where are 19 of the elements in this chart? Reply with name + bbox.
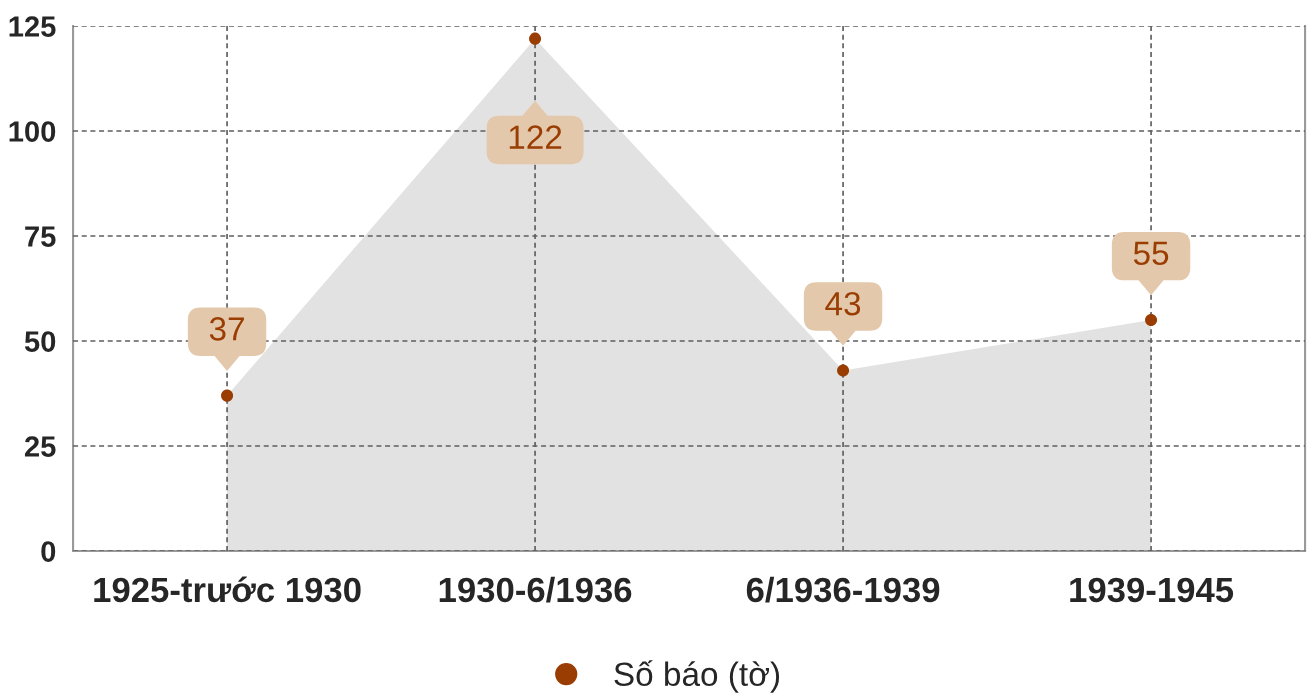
data-label: 37 (209, 317, 244, 341)
y-tick-label: 75 (25, 226, 56, 247)
point (221, 389, 234, 402)
x-tick-label: 1925-trước 1930 (94, 576, 361, 603)
point (1145, 314, 1158, 327)
y-tick-label: 25 (24, 436, 56, 457)
y-tick-label: 50 (24, 331, 56, 352)
point (529, 32, 542, 45)
x-tick-label: 1930-6/1936 (439, 576, 632, 603)
x-tick-label: 1939-1945 (1070, 577, 1234, 603)
y-tick-label: 125 (9, 16, 56, 37)
data-label: 43 (825, 291, 861, 316)
data-label: 122 (509, 125, 562, 149)
x-tick-label: 6/1936-1939 (746, 576, 940, 603)
data-label: 55 (1133, 241, 1169, 266)
y-tick-label: 0 (41, 541, 56, 562)
y-tick-label: 100 (9, 121, 56, 142)
point (837, 364, 850, 377)
legend-label: Số báo (tờ) (614, 660, 780, 693)
